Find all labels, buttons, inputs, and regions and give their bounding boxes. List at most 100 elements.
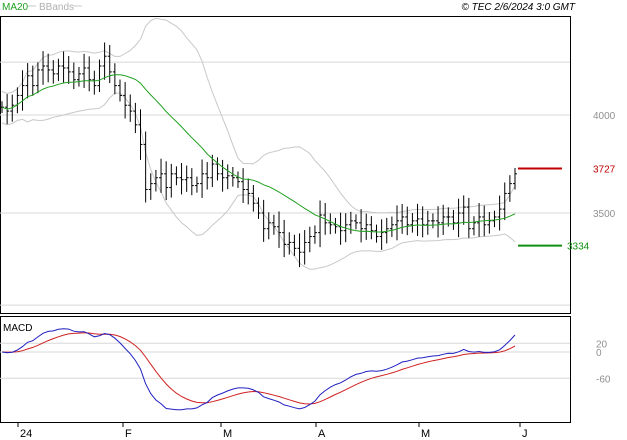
price-bar (241, 168, 246, 204)
price-bar (71, 62, 76, 90)
price-grid (0, 61, 570, 306)
price-bar (230, 166, 235, 187)
price-bar (297, 233, 302, 268)
price-bar (143, 131, 148, 203)
price-bar (97, 59, 102, 93)
copyright-label: © TEC 2/6/2024 3:0 GMT (461, 2, 575, 13)
price-bar (66, 56, 71, 84)
price-bar (235, 171, 240, 188)
price-bar (415, 203, 420, 236)
price-bar (51, 60, 56, 84)
price-bar (56, 58, 61, 82)
x-tick-label: F (125, 428, 132, 440)
price-bar (200, 159, 205, 198)
price-bar (271, 214, 276, 235)
price-bar (251, 184, 256, 212)
x-axis: 24 F M A M J (17, 422, 528, 440)
macd-lines (1, 328, 516, 411)
price-tick-label: 4000 (593, 111, 616, 122)
price-bar (436, 206, 441, 238)
bbands-legend-label: BBands (39, 2, 74, 13)
support-label: 3334 (567, 242, 590, 253)
macd-grid (0, 342, 570, 379)
macd-tick-label: -60 (596, 374, 611, 385)
ma20-line (1, 74, 516, 233)
price-bar (133, 102, 138, 134)
price-bar (112, 63, 117, 95)
price-bar (353, 214, 358, 230)
price-bar (379, 219, 384, 250)
price-bar (87, 56, 92, 92)
price-bar (471, 216, 476, 236)
price-bar (395, 205, 400, 241)
price-bar (184, 165, 189, 192)
price-bar (466, 197, 471, 238)
price-bars (0, 42, 517, 268)
price-bar (138, 109, 143, 160)
upper-band (1, 17, 516, 214)
macd-tick-label: 20 (596, 339, 608, 350)
price-bar (384, 217, 389, 244)
price-bar (497, 195, 502, 231)
price-bar (507, 175, 512, 202)
price-bar (35, 62, 40, 94)
price-bar (374, 224, 379, 243)
price-bar (102, 42, 107, 80)
price-bar (225, 164, 230, 190)
price-bar (261, 199, 266, 242)
price-bar (277, 211, 282, 248)
price-bar (420, 206, 425, 238)
price-bar (123, 82, 128, 119)
price-bar (76, 66, 81, 87)
price-bar (82, 53, 87, 88)
price-bar (425, 210, 430, 235)
price-bar (441, 204, 446, 235)
macd-tick-label: 0 (596, 348, 602, 359)
price-bar (333, 217, 338, 234)
ma-legend-label: MA20 (2, 2, 29, 13)
price-bar (189, 168, 194, 196)
price-bar (369, 216, 374, 240)
price-bar (61, 51, 66, 83)
price-bar (282, 219, 287, 258)
price-bar (164, 161, 169, 201)
price-bar (15, 87, 20, 114)
x-tick-label: 24 (20, 428, 32, 440)
price-bar (307, 226, 312, 253)
price-bar (292, 234, 297, 256)
price-bar (477, 203, 482, 237)
price-bar (246, 178, 251, 205)
price-bar (312, 225, 317, 244)
price-bar (41, 51, 46, 85)
price-bar (364, 213, 369, 240)
price-bar (430, 213, 435, 229)
price-bar (117, 79, 122, 102)
price-bar (148, 173, 153, 200)
price-bar (159, 158, 164, 193)
price-y-axis: 4000 3500 (593, 111, 616, 220)
price-bar (174, 166, 179, 186)
price-bar (461, 195, 466, 225)
price-bar (410, 213, 415, 233)
price-bar (179, 163, 184, 195)
price-bar (153, 169, 158, 192)
price-bar (451, 209, 456, 230)
macd-y-axis: 200 -60 (596, 339, 611, 385)
price-bar (389, 216, 394, 237)
ma20-path (1, 74, 516, 233)
x-tick-label: M (223, 428, 232, 440)
price-bar (46, 53, 51, 83)
macd-panel-frame (0, 316, 571, 423)
price-bar (318, 200, 323, 248)
price-bar (128, 94, 133, 122)
price-bar (92, 70, 97, 95)
resistance-label: 3727 (593, 165, 616, 176)
price-tick-label: 3500 (593, 209, 616, 220)
x-tick-label: A (318, 428, 326, 440)
price-bar (256, 197, 261, 219)
price-bar (210, 154, 215, 187)
price-bar (25, 63, 30, 99)
price-bar (215, 157, 220, 181)
price-bar (287, 232, 292, 255)
